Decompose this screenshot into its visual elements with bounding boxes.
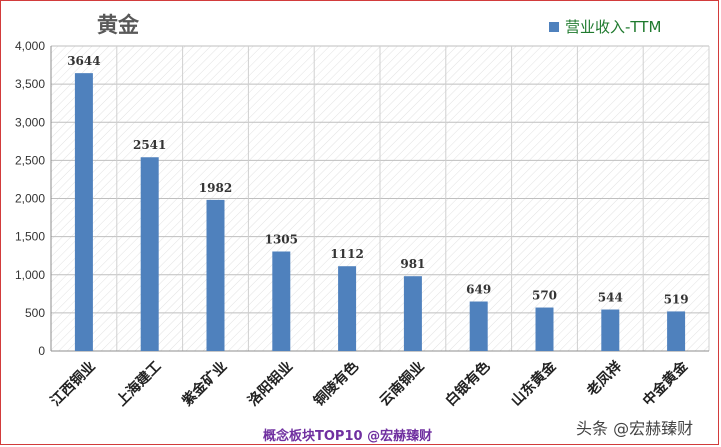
- y-tick-label: 1,500: [15, 230, 45, 244]
- y-tick-label: 500: [25, 306, 45, 320]
- axes: [50, 46, 709, 352]
- data-label: 3644: [67, 54, 100, 68]
- x-tick-label: 云南铜业: [376, 358, 428, 410]
- y-tick-label: 4,000: [15, 39, 45, 53]
- bar: [601, 309, 620, 351]
- bars: [74, 73, 686, 352]
- bar: [469, 301, 488, 351]
- bar: [403, 276, 422, 351]
- watermark: 头条 @宏赫臻财: [576, 419, 694, 438]
- y-tick-label: 1,000: [15, 268, 45, 282]
- data-label: 1982: [199, 181, 232, 195]
- data-label: 1112: [330, 247, 363, 261]
- data-label: 2541: [133, 138, 166, 152]
- bar: [140, 157, 159, 351]
- x-tick-label: 江西铜业: [47, 358, 99, 410]
- bar: [667, 311, 686, 351]
- y-tick-label: 3,000: [15, 115, 45, 129]
- data-label: 570: [532, 289, 557, 303]
- x-tick-label: 白银有色: [442, 358, 494, 410]
- y-tick-label: 2,000: [15, 192, 45, 206]
- data-label: 519: [664, 292, 689, 306]
- x-tick-label: 老凤祥: [583, 358, 625, 400]
- data-label: 1305: [265, 232, 298, 246]
- x-tick-label: 洛阳钼业: [245, 358, 297, 410]
- chart-title: 黄金: [97, 13, 139, 37]
- data-label: 649: [466, 283, 491, 297]
- y-tick-label: 3,500: [15, 77, 45, 91]
- legend-swatch: [549, 21, 559, 32]
- legend: 营业收入-TTM: [549, 16, 661, 37]
- bar: [272, 251, 291, 351]
- y-tick-label: 2,500: [15, 153, 45, 167]
- x-tick-label: 铜陵有色: [310, 358, 362, 410]
- legend-label: 营业收入-TTM: [565, 18, 662, 36]
- x-tick-label: 中金黄金: [639, 357, 691, 409]
- bar: [206, 199, 225, 351]
- x-tick-label: 紫金矿业: [179, 358, 231, 410]
- gridlines: [51, 45, 710, 352]
- data-label: 981: [400, 257, 425, 271]
- x-tick-label: 上海建工: [113, 358, 165, 410]
- bar: [535, 307, 554, 351]
- x-tick-label: 山东黄金: [508, 357, 560, 409]
- footer-caption: 概念板块TOP10 @宏赫臻财: [263, 429, 433, 444]
- y-tick-label: 0: [38, 344, 45, 358]
- bar: [74, 73, 93, 352]
- data-label: 544: [598, 291, 623, 305]
- bar: [338, 266, 357, 351]
